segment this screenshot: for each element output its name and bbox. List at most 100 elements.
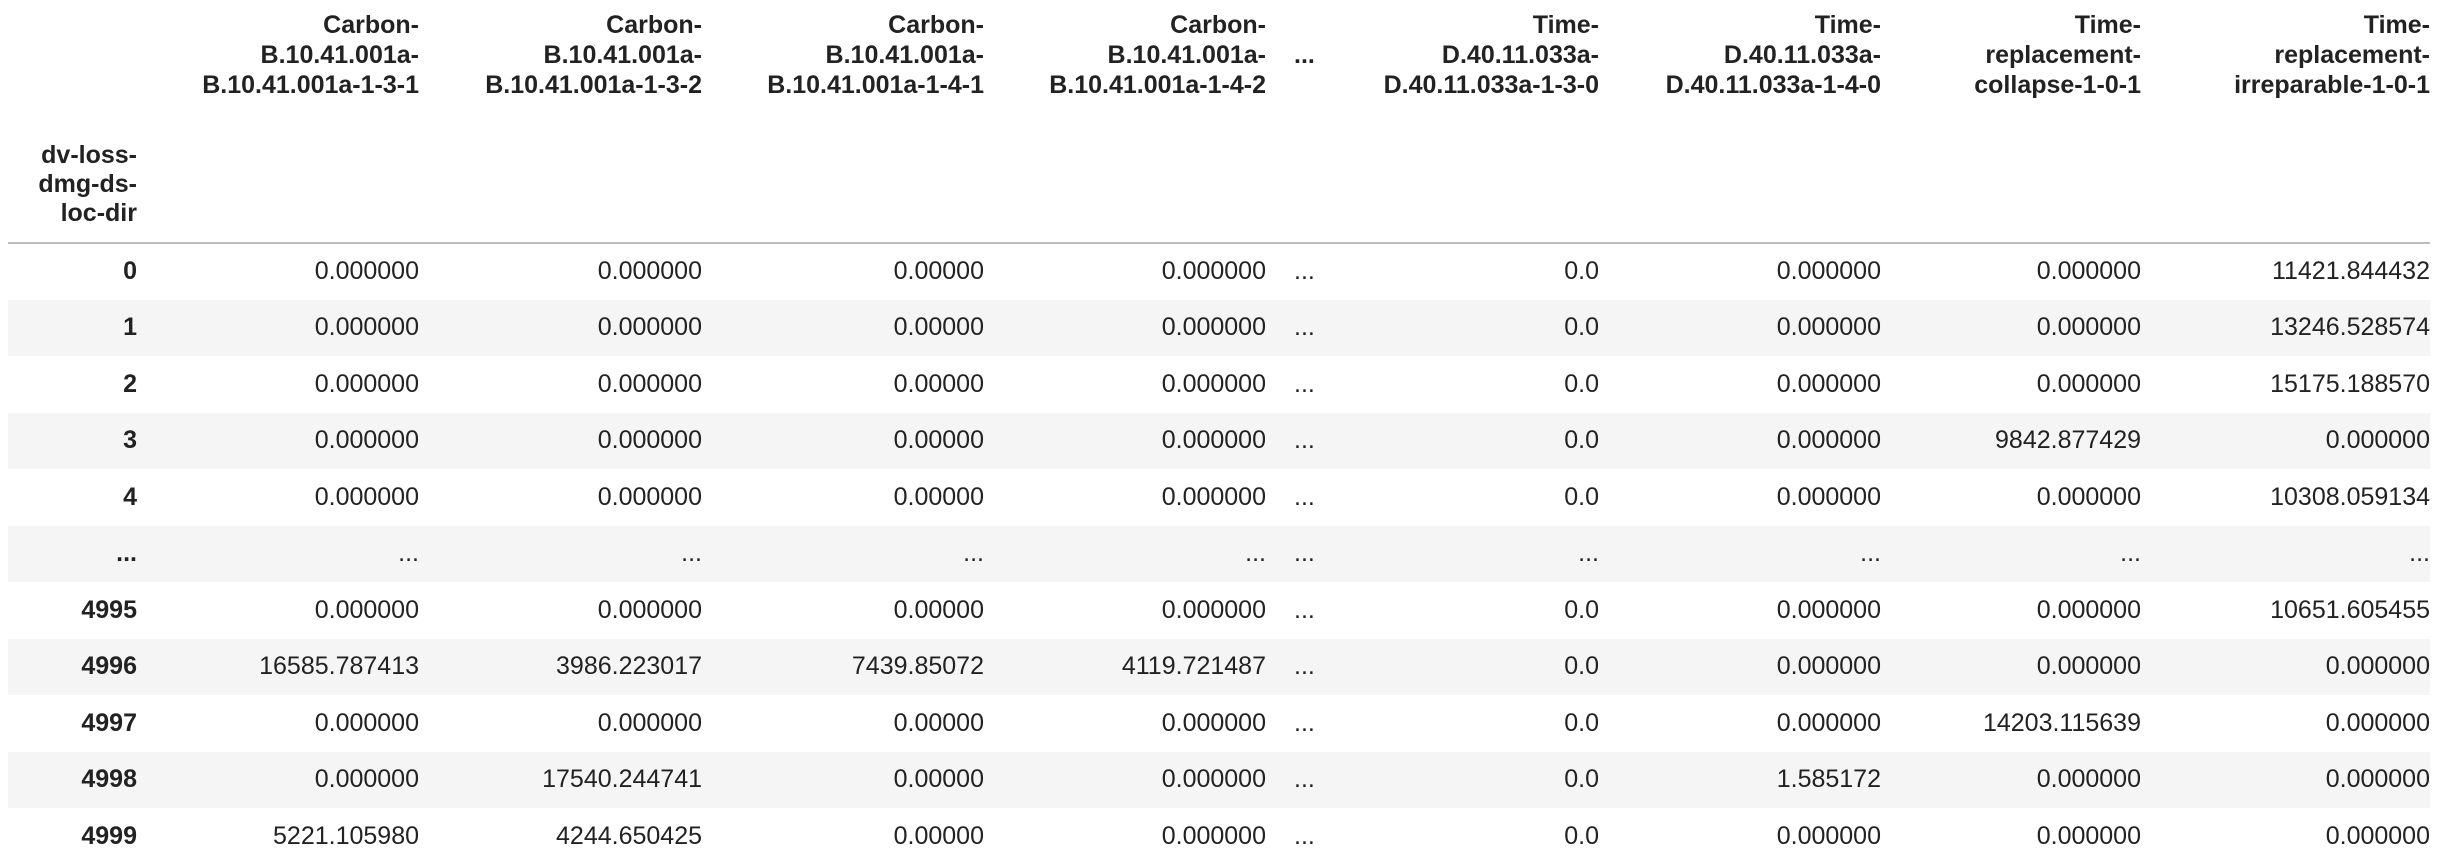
column-header: Time- D.40.11.033a- D.40.11.033a-1-3-0: [1383, 11, 1599, 99]
table-cell: 0.000000: [597, 595, 702, 624]
table-cell: 0.000000: [1776, 482, 1881, 511]
table-cell: 0.000000: [1776, 708, 1881, 737]
table-cell: 0.000000: [1161, 426, 1266, 455]
table-cell: 0.000000: [1161, 257, 1266, 286]
table-cell: 0.000000: [314, 708, 419, 737]
table-cell: 0.000000: [2325, 765, 2430, 794]
table-cell: 0.000000: [314, 595, 419, 624]
table-cell: 0.000000: [314, 313, 419, 342]
column-header: Carbon- B.10.41.001a- B.10.41.001a-1-3-1: [202, 11, 419, 99]
table-cell: 0.0: [1564, 652, 1599, 681]
table-cell: 0.000000: [597, 426, 702, 455]
table-cell: 0.0: [1564, 821, 1599, 850]
table-cell: 7439.85072: [851, 652, 984, 681]
table-cell: 0.000000: [2036, 257, 2141, 286]
table-row: 3 0.000000 0.000000 0.00000 0.000000... 0.0 0.…: [8, 412, 2430, 469]
row-index: 4997: [81, 708, 137, 737]
table-cell: ...: [2409, 539, 2430, 568]
table-cell: 0.000000: [597, 482, 702, 511]
column-header: Carbon- B.10.41.001a- B.10.41.001a-1-4-1: [767, 11, 984, 99]
table-cell: 0.000000: [1161, 369, 1266, 398]
table-cell: 0.000000: [1776, 595, 1881, 624]
table-cell: 0.000000: [1161, 821, 1266, 850]
table-cell: 10308.059134: [2270, 482, 2430, 511]
table-cell: 1.585172: [1776, 765, 1881, 794]
table-cell: 0.000000: [2036, 482, 2141, 511]
table-cell: 4244.650425: [556, 821, 702, 850]
table-cell: 0.000000: [2036, 652, 2141, 681]
table-cell: ...: [1245, 539, 1266, 568]
ellipsis-cell: ...: [1294, 708, 1315, 737]
table-row: 0 0.000000 0.000000 0.00000 0.000000... 0.0 0.…: [8, 243, 2430, 300]
table-cell: 0.0: [1564, 482, 1599, 511]
table-cell: 0.0: [1564, 708, 1599, 737]
table-cell: 15175.188570: [2270, 369, 2430, 398]
table-cell: 0.000000: [1776, 369, 1881, 398]
ellipsis-cell: ...: [1294, 257, 1315, 286]
table-row: 4999 5221.105980 4244.650425 0.00000 0.00000…: [8, 808, 2430, 858]
table-cell: ...: [1860, 539, 1881, 568]
table-cell: 0.0: [1564, 595, 1599, 624]
table-cell: 0.00000: [893, 369, 984, 398]
corner-cell: [8, 10, 153, 118]
table-cell: 0.00000: [893, 821, 984, 850]
column-header: Carbon- B.10.41.001a- B.10.41.001a-1-4-2: [1049, 11, 1266, 99]
table-row: ..............................: [8, 525, 2430, 582]
table-cell: 0.000000: [2325, 426, 2430, 455]
table-cell: 0.000000: [1776, 313, 1881, 342]
table-cell: 3986.223017: [556, 652, 702, 681]
table-cell: ...: [2120, 539, 2141, 568]
table-cell: 0.000000: [2036, 313, 2141, 342]
table-cell: 13246.528574: [2270, 313, 2430, 342]
row-index: 4995: [81, 595, 137, 624]
row-index: 4999: [81, 821, 137, 850]
column-header: Time- replacement- irreparable-1-0-1: [2234, 11, 2430, 99]
table-cell: 0.000000: [1776, 257, 1881, 286]
dataframe-table: Carbon- B.10.41.001a- B.10.41.001a-1-3-1…: [8, 10, 2430, 858]
ellipsis-cell: ...: [1294, 426, 1315, 455]
table-cell: 0.0: [1564, 369, 1599, 398]
table-cell: 5221.105980: [273, 821, 419, 850]
table-cell: 0.0: [1564, 257, 1599, 286]
table-cell: 0.000000: [2325, 652, 2430, 681]
row-index: 4996: [81, 652, 137, 681]
index-name-header: dv-loss- dmg-ds- loc-dir: [38, 141, 137, 227]
table-row: 1 0.000000 0.000000 0.00000 0.000000... 0.0 0.…: [8, 299, 2430, 356]
ellipsis-cell: ...: [1294, 765, 1315, 794]
table-cell: ...: [398, 539, 419, 568]
ellipsis-cell: ...: [1294, 652, 1315, 681]
ellipsis-cell: ...: [1294, 539, 1315, 568]
table-cell: 0.00000: [893, 313, 984, 342]
table-cell: 16585.787413: [259, 652, 419, 681]
table-cell: 0.00000: [893, 257, 984, 286]
table-cell: ...: [963, 539, 984, 568]
table-cell: 14203.115639: [1982, 708, 2141, 737]
table-cell: 0.00000: [893, 595, 984, 624]
table-cell: ...: [1578, 539, 1599, 568]
row-index: 3: [123, 426, 137, 455]
table-body: 0 0.000000 0.000000 0.00000 0.000000... 0.0 0.…: [8, 243, 2430, 858]
table-cell: 0.000000: [2036, 821, 2141, 850]
ellipsis-cell: ...: [1294, 313, 1315, 342]
table-cell: 11421.844432: [2271, 257, 2430, 286]
table-cell: 0.000000: [1161, 765, 1266, 794]
table-cell: 0.00000: [893, 426, 984, 455]
row-index: 4: [123, 482, 137, 511]
column-header: Time- D.40.11.033a- D.40.11.033a-1-4-0: [1665, 11, 1881, 99]
table-cell: 0.0: [1564, 313, 1599, 342]
index-name-row: dv-loss- dmg-ds- loc-dir: [8, 118, 2430, 243]
table-row: 4998 0.000000 17540.244741 0.00000 0.000000.…: [8, 751, 2430, 808]
table-cell: 0.000000: [314, 369, 419, 398]
ellipsis-cell: ...: [1294, 821, 1315, 850]
table-cell: 0.000000: [597, 257, 702, 286]
table-cell: 0.000000: [314, 426, 419, 455]
table-row: 2 0.000000 0.000000 0.00000 0.000000... 0.0 0.…: [8, 356, 2430, 413]
table-cell: 0.000000: [1776, 821, 1881, 850]
column-header-row: Carbon- B.10.41.001a- B.10.41.001a-1-3-1…: [8, 10, 2430, 118]
column-header: Time- replacement- collapse-1-0-1: [1974, 11, 2141, 99]
table-cell: ...: [681, 539, 702, 568]
table-cell: 0.000000: [1776, 652, 1881, 681]
table-row: 4995 0.000000 0.000000 0.00000 0.000000... 0.…: [8, 582, 2430, 639]
table-row: 4997 0.000000 0.000000 0.00000 0.000000... 0.…: [8, 695, 2430, 752]
